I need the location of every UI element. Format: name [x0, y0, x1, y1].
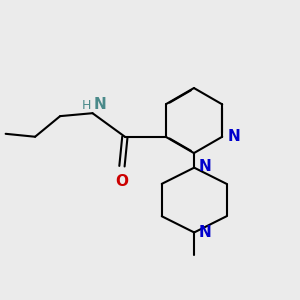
Text: N: N [199, 225, 211, 240]
Text: N: N [199, 159, 211, 174]
Text: N: N [94, 97, 107, 112]
Text: O: O [116, 174, 128, 189]
Text: H: H [82, 99, 91, 112]
Text: N: N [227, 129, 240, 144]
